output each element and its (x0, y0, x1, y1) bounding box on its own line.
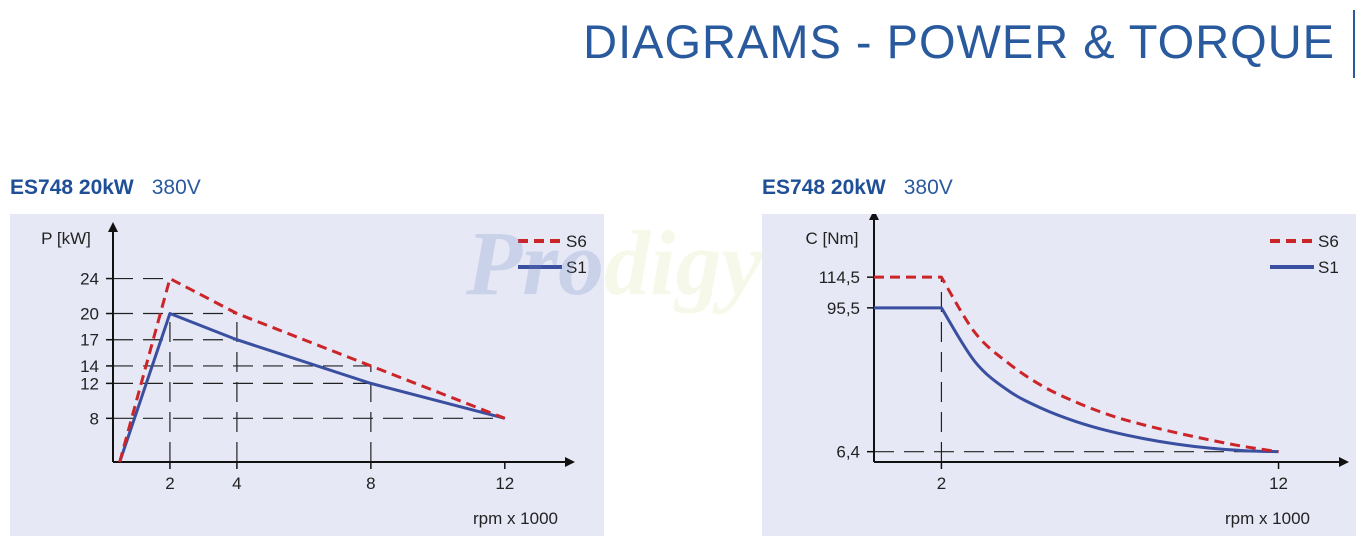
legend-label-s1: S1 (1318, 258, 1339, 277)
page-title: DIAGRAMS - POWER & TORQUE (583, 15, 1335, 68)
y-tick-label: 8 (90, 409, 99, 428)
y-tick-label: 20 (80, 305, 99, 324)
series-line-s1 (874, 306, 1279, 454)
y-axis-label: P [kW] (41, 229, 91, 248)
legend-label-s1: S1 (566, 258, 587, 277)
x-axis-arrow (1339, 457, 1349, 467)
torque-chart: 2 12 114,5 95,5 6,4 C [Nm] rpm x 1000 S6 S1 (806, 214, 1349, 528)
legend-label-s6: S6 (1318, 232, 1339, 251)
x-tick-label: 2 (165, 474, 174, 493)
chart-heading-power: ES748 20kW 380V (10, 176, 201, 200)
y-axis-arrow (108, 222, 118, 232)
voltage-label: 380V (151, 176, 201, 199)
title-rule (1353, 10, 1355, 78)
y-tick-label: 114,5 (819, 268, 860, 287)
y-tick-label: 17 (80, 331, 99, 350)
series-line-s6 (118, 277, 506, 463)
torque-chart-panel: 2 12 114,5 95,5 6,4 C [Nm] rpm x 1000 S6 S1 (762, 214, 1356, 536)
chart-heading-torque: ES748 20kW 380V (762, 176, 953, 200)
x-axis-label: rpm x 1000 (1225, 509, 1310, 528)
series-line-s6 (874, 275, 1279, 454)
x-axis-arrow (565, 457, 575, 467)
x-axis-label: rpm x 1000 (473, 509, 558, 528)
power-chart-panel: 2 4 8 12 24 20 17 14 12 8 P [kW] rpm x 1000 S6 S1 (10, 214, 604, 536)
y-axis-arrow (869, 214, 879, 220)
legend-label-s6: S6 (566, 232, 587, 251)
x-tick-label: 8 (366, 474, 375, 493)
y-axis-label: C [Nm] (806, 229, 859, 248)
y-tick-label: 14 (80, 357, 99, 376)
series-line-s1 (118, 312, 506, 463)
model-label: ES748 20kW (10, 176, 134, 199)
y-tick-label: 95,5 (827, 299, 860, 318)
x-tick-label: 2 (937, 474, 946, 493)
voltage-label: 380V (903, 176, 953, 199)
y-tick-label: 12 (80, 374, 99, 393)
x-tick-label: 4 (232, 474, 241, 493)
y-tick-label: 6,4 (836, 443, 860, 462)
x-tick-label: 12 (1269, 474, 1288, 493)
y-tick-label: 24 (80, 270, 99, 289)
model-label: ES748 20kW (762, 176, 886, 199)
x-tick-label: 12 (495, 474, 514, 493)
